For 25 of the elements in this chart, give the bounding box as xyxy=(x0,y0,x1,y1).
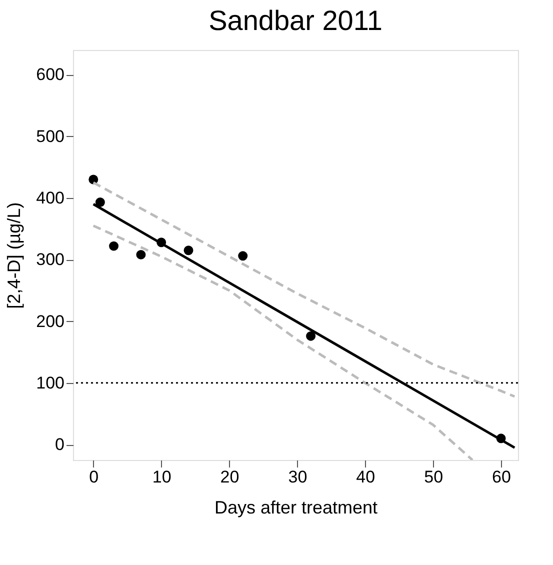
y-tick-label: 0 xyxy=(55,435,64,454)
y-tick-label: 100 xyxy=(36,373,64,392)
x-tick-label: 30 xyxy=(288,468,308,486)
point xyxy=(184,246,194,256)
x-tick-label: 60 xyxy=(492,468,511,486)
y-axis-title: [2,4-D] (µg/L) xyxy=(4,202,24,309)
line-series xyxy=(92,224,474,460)
y-tick-label: 300 xyxy=(36,250,64,270)
point xyxy=(136,250,146,260)
point xyxy=(109,241,119,251)
x-axis-title: Days after treatment xyxy=(214,498,378,518)
y-tick-label: 400 xyxy=(36,188,64,208)
y-tick-label: 200 xyxy=(36,312,64,331)
x-tick-label: 0 xyxy=(89,468,99,486)
point xyxy=(306,331,316,341)
x-tick-label: 50 xyxy=(424,468,444,486)
y-tick-label: 600 xyxy=(36,65,64,84)
x-tick-label: 40 xyxy=(356,468,376,486)
chart-title: Sandbar 2011 xyxy=(208,5,382,36)
y-tick-label: 500 xyxy=(36,126,64,146)
point xyxy=(238,251,248,261)
x-tick-label: 20 xyxy=(220,468,240,486)
point xyxy=(95,198,105,208)
point xyxy=(88,174,98,184)
x-tick-label: 10 xyxy=(152,468,172,486)
